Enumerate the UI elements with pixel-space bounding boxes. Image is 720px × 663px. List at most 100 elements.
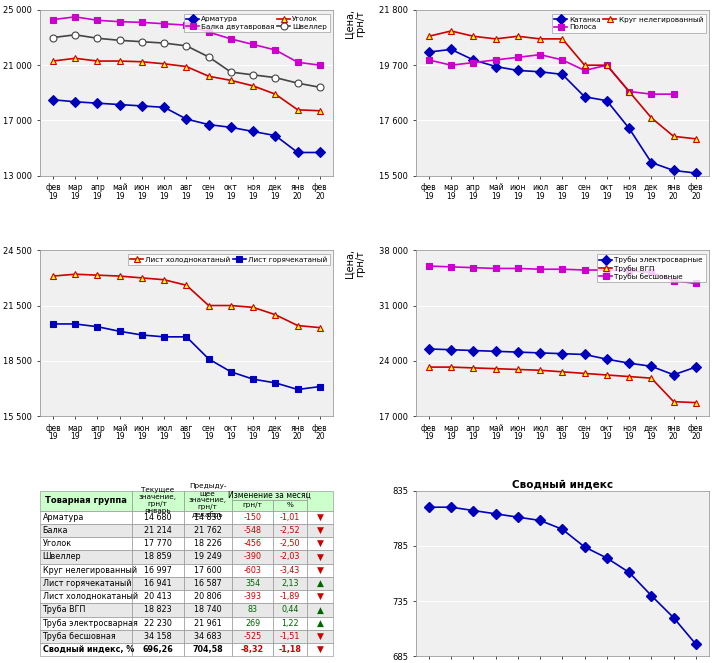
Text: Труба ВГП: Труба ВГП: [42, 605, 86, 615]
Трубы электросварные: [491, 347, 500, 355]
Уголок: [227, 76, 235, 84]
Катанка: [447, 46, 456, 54]
Text: Арматура: Арматура: [42, 512, 84, 522]
FancyBboxPatch shape: [273, 524, 307, 537]
FancyBboxPatch shape: [232, 617, 273, 630]
Трубы электросварные: [625, 359, 634, 367]
FancyBboxPatch shape: [232, 603, 273, 617]
Арматура: [93, 99, 102, 107]
Арматура: [227, 123, 235, 131]
FancyBboxPatch shape: [232, 524, 273, 537]
FancyBboxPatch shape: [184, 603, 232, 617]
FancyBboxPatch shape: [273, 537, 307, 550]
FancyBboxPatch shape: [40, 590, 132, 603]
Катанка: [625, 125, 634, 133]
Лист горячекатаный: [115, 328, 124, 335]
FancyBboxPatch shape: [232, 511, 273, 524]
Трубы бесшовные: [491, 265, 500, 272]
Арматура: [71, 98, 79, 106]
Text: 21 961: 21 961: [194, 619, 222, 628]
Лист холоднокатаный: [160, 276, 168, 284]
FancyBboxPatch shape: [273, 577, 307, 590]
Text: ▲: ▲: [317, 605, 323, 615]
Полоса: [558, 56, 567, 64]
FancyBboxPatch shape: [273, 511, 307, 524]
Круг нелегированный: [691, 135, 700, 143]
Text: 16 997: 16 997: [144, 566, 172, 575]
Text: Предыду-
щее
значение,
грн/т
декабрь: Предыду- щее значение, грн/т декабрь: [189, 483, 227, 518]
Лист холоднокатаный: [138, 274, 146, 282]
Уголок: [93, 57, 102, 65]
Text: ▲: ▲: [317, 619, 323, 628]
Line: Трубы электросварные: Трубы электросварные: [426, 345, 699, 378]
Text: 19 249: 19 249: [194, 552, 222, 562]
FancyBboxPatch shape: [232, 590, 273, 603]
Трубы ВГП: [491, 365, 500, 373]
Text: -456: -456: [243, 539, 261, 548]
Балка двутавровая: [160, 20, 168, 28]
FancyBboxPatch shape: [273, 564, 307, 577]
Арматура: [182, 115, 191, 123]
FancyBboxPatch shape: [232, 643, 273, 656]
Лист холоднокатаный: [227, 302, 235, 310]
FancyBboxPatch shape: [232, 500, 273, 511]
Text: ▼: ▼: [317, 552, 323, 562]
Арматура: [271, 132, 280, 140]
Text: -8,32: -8,32: [241, 645, 264, 654]
FancyBboxPatch shape: [307, 577, 333, 590]
Лист горячекатаный: [71, 320, 79, 328]
Лист холоднокатаный: [71, 271, 79, 278]
Text: 20 806: 20 806: [194, 592, 222, 601]
Лист холоднокатаный: [49, 272, 58, 280]
Text: -1,89: -1,89: [280, 592, 300, 601]
Text: -2,03: -2,03: [280, 552, 300, 562]
Legend: Арматура, Балка двутавровая, Уголок, Швеллер: Арматура, Балка двутавровая, Уголок, Шве…: [184, 13, 330, 32]
Трубы ВГП: [447, 363, 456, 371]
FancyBboxPatch shape: [132, 564, 184, 577]
Швеллер: [249, 71, 258, 79]
Text: 83: 83: [248, 605, 258, 615]
Круг нелегированный: [603, 61, 611, 69]
Text: ▲: ▲: [317, 579, 323, 588]
Лист холоднокатаный: [115, 272, 124, 280]
Трубы бесшовные: [425, 262, 433, 270]
Катанка: [691, 169, 700, 177]
Text: 704,58: 704,58: [192, 645, 223, 654]
Полоса: [603, 61, 611, 69]
Трубы бесшовные: [670, 276, 678, 284]
Лист холоднокатаный: [271, 311, 280, 319]
Text: 14 680: 14 680: [144, 512, 171, 522]
Text: ▼: ▼: [317, 645, 323, 654]
Катанка: [670, 166, 678, 174]
Трубы ВГП: [603, 371, 611, 379]
Лист горячекатаный: [249, 375, 258, 383]
Y-axis label: Цена,
грн/т: Цена, грн/т: [344, 9, 366, 38]
Text: 16 587: 16 587: [194, 579, 222, 588]
Швеллер: [71, 31, 79, 39]
FancyBboxPatch shape: [232, 577, 273, 590]
Трубы бесшовные: [625, 267, 634, 274]
Трубы ВГП: [647, 374, 656, 382]
Text: 696,26: 696,26: [143, 645, 174, 654]
Трубы ВГП: [670, 398, 678, 406]
Круг нелегированный: [491, 35, 500, 43]
Text: Круг нелегированный: Круг нелегированный: [42, 566, 137, 575]
Лист горячекатаный: [315, 383, 324, 391]
Text: 18 859: 18 859: [144, 552, 171, 562]
FancyBboxPatch shape: [40, 630, 132, 643]
Text: 17 600: 17 600: [194, 566, 222, 575]
Полоса: [625, 88, 634, 95]
Трубы бесшовные: [647, 269, 656, 276]
Трубы бесшовные: [603, 266, 611, 274]
Text: 18 740: 18 740: [194, 605, 222, 615]
Y-axis label: Цена,
грн/т: Цена, грн/т: [344, 249, 366, 278]
Трубы ВГП: [625, 373, 634, 381]
Полоса: [580, 66, 589, 74]
Катанка: [425, 48, 433, 56]
Катанка: [603, 97, 611, 105]
Line: Швеллер: Швеллер: [50, 31, 323, 91]
Line: Уголок: Уголок: [50, 55, 323, 114]
Line: Полоса: Полоса: [426, 51, 677, 97]
Text: ▼: ▼: [317, 526, 323, 535]
Text: -1,01: -1,01: [280, 512, 300, 522]
